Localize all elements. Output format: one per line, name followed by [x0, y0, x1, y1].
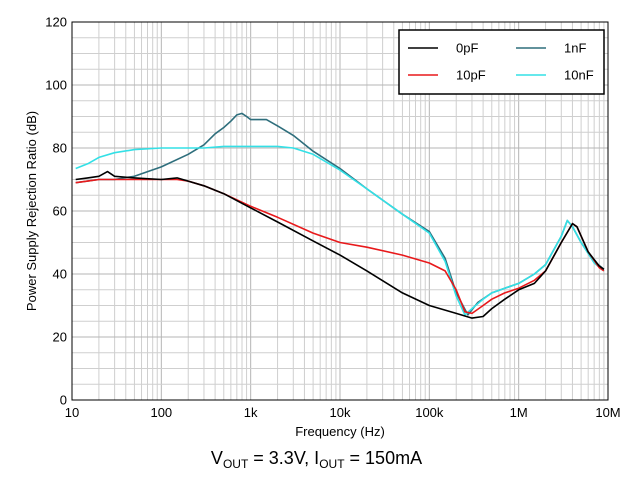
x-tick-label: 1M [510, 405, 528, 420]
x-tick-label: 10k [330, 405, 351, 420]
x-tick-label: 10M [595, 405, 620, 420]
series-line-0pF [75, 170, 605, 319]
y-tick-label: 100 [45, 78, 67, 93]
legend-label: 10pF [456, 68, 486, 83]
y-tick-labels: 0 20 40 60 80 100 120 [45, 15, 67, 408]
x-axis-title: Frequency (Hz) [295, 424, 385, 439]
x-tick-label: 100k [415, 405, 444, 420]
x-tick-labels: 10 100 1k 10k 100k 1M 10M [65, 405, 621, 420]
caption-v-sub: OUT [222, 457, 249, 471]
x-tick-label: 100 [150, 405, 172, 420]
series-line-10nF [75, 145, 605, 316]
y-tick-label: 40 [53, 267, 67, 282]
psrr-chart: 10 100 1k 10k 100k 1M 10M 0 20 40 60 80 100 120 Freq… [24, 15, 621, 440]
y-tick-label: 60 [53, 204, 67, 219]
y-tick-label: 0 [60, 393, 67, 408]
caption-i-sub: OUT [319, 457, 345, 471]
legend-label: 10nF [564, 68, 594, 83]
legend-box [398, 29, 605, 95]
legend-label: 0pF [456, 41, 478, 56]
legend: 0pF 10pF 1nF 10nF [398, 29, 605, 95]
y-tick-label: 20 [53, 330, 67, 345]
y-tick-label: 120 [45, 15, 67, 30]
caption-i-value: = 150mA [344, 448, 423, 468]
caption-v: V [210, 448, 223, 468]
x-tick-label: 10 [65, 405, 79, 420]
caption-v-value: = 3.3V, I [248, 448, 320, 468]
y-tick-label: 80 [53, 141, 67, 156]
plot-frame [71, 21, 609, 401]
plot-series [75, 112, 605, 319]
legend-label: 1nF [564, 41, 586, 56]
x-tick-label: 1k [244, 405, 258, 420]
conditions-caption: VOUT = 3.3V, IOUT = 150mA [0, 448, 633, 471]
y-axis-title: Power Supply Rejection Ratio (dB) [24, 111, 39, 311]
grid-lines [71, 21, 608, 401]
